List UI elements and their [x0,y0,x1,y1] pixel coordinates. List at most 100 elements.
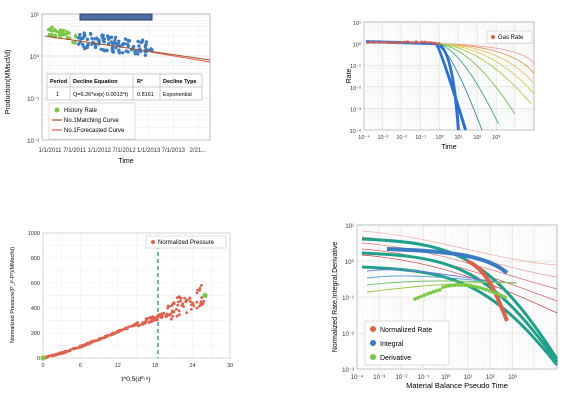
history-point [85,37,90,42]
end-point [202,292,208,299]
normalized-rate-curve [466,259,509,322]
derivative-point [478,286,482,290]
pressure-point [191,302,195,306]
pressure-point [116,330,120,334]
history-point [137,44,141,48]
derivative-point [456,283,461,287]
gas-rate-point [395,41,398,45]
legend-marker-integral [370,340,376,346]
pressure-point [64,349,68,353]
legend-marker-gas-rate [491,35,495,39]
pressure-points [40,284,208,361]
history-point [58,31,63,36]
pressure-point [148,316,151,320]
teal-curve [361,237,559,360]
history-point [100,35,105,40]
history-point [117,51,122,55]
legend-label-matching: No.1Matching Curve [64,118,119,124]
history-point [97,38,101,42]
legend-marker-normalized-pressure [151,240,155,244]
derivative-point [431,289,436,294]
pressure-point [129,324,133,328]
x-tick-label: 10¹ [454,135,462,141]
derivative-point [419,294,424,299]
y-axis-label: Normalized Rate,Integral,Derivative [332,242,339,353]
legend-label-gas-rate: Gas Rate [498,35,524,41]
x-tick-label: 1/1/2012 [88,148,112,154]
pressure-point [195,306,199,310]
table-header-period: Period [50,79,67,85]
y-tick-label: 0 [37,356,40,362]
gas-rate-point [366,41,370,44]
gas-rate-point [426,40,429,44]
derivative-point [500,293,504,298]
derivative-point [496,292,501,297]
y-tick-labels: 0 200 400 600 800 1000 [28,231,40,362]
type-curves [361,230,559,366]
y-tick-label: 10⁻¹ [350,64,361,70]
x-tick-label: 24 [190,363,196,369]
gas-rate-point [389,41,392,45]
x-tick-label: 18 [152,363,158,369]
gas-rate-point [414,40,418,43]
history-point [67,31,71,35]
history-point [140,38,145,42]
gas-rate-point [403,40,407,44]
x-tick-label: 10² [486,375,495,381]
x-tick-label: 10¹ [464,375,473,381]
history-point [62,28,66,32]
history-point [124,49,128,53]
gas-rate-point [392,40,395,44]
pressure-point [60,351,64,355]
y-tick-label: 10¹ [353,21,361,27]
derivative-point [465,283,470,288]
normalized-pressure-panel: 0 200 400 600 800 1000 0 6 12 18 24 30 Normalized … [0,205,287,405]
y-tick-label: 200 [31,331,40,337]
gas-rate-point [375,40,378,44]
start-point [40,355,46,361]
x-tick-label: 7/1/2013 [162,148,186,154]
history-point [114,46,118,50]
matching-curve [44,35,211,61]
pressure-point [196,288,200,292]
range-bar[interactable] [79,13,153,21]
x-axis-label: t^0.5(d⁰⋅⁵) [121,375,150,383]
pressure-point [184,300,188,304]
gas-rate-point [372,41,375,44]
history-point [95,36,99,40]
derivative-point [444,284,448,289]
pressure-point [195,291,199,295]
derivative-point [490,290,495,294]
y-tick-label: 10⁻¹ [342,296,354,302]
history-point [123,37,128,41]
x-tick-label: 10⁰ [441,374,451,381]
pressure-point [158,312,162,316]
pressure-point [94,339,98,342]
x-tick-label: 7/1/2012 [112,148,136,154]
y-axis-label: Normalized Pressure(P_i²-P²)/MMscf/d) [10,247,16,343]
history-point [90,36,94,41]
history-point [78,32,82,37]
x-axis-label: Time [441,144,456,151]
legend: Normalized Rate Integral Derivative [364,320,450,366]
pressure-point [188,296,192,300]
pressure-point [166,304,170,308]
y-tick-label: 10⁻³ [342,368,354,374]
history-point [55,29,59,34]
x-tick-label: 10⁻² [396,135,407,141]
pressure-point [160,314,164,318]
pressure-point [198,286,202,290]
y-tick-label: 400 [31,306,40,312]
history-point [74,35,78,39]
x-tick-label: 10² [473,135,481,141]
y-tick-label: 10¹ [30,13,39,19]
table-header-equation: Decline Equation [73,79,118,85]
type-curve [361,242,558,290]
pressure-point [177,313,181,317]
history-point [107,37,111,41]
pressure-point [199,300,203,304]
grid [42,232,231,359]
history-point [136,39,140,44]
pressure-point [85,341,89,345]
